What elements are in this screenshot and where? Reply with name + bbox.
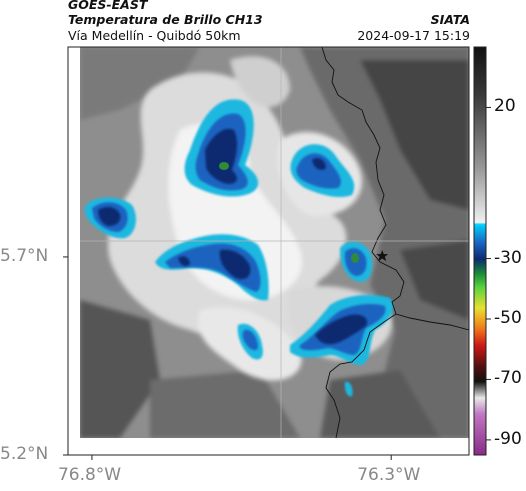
timestamp-label: 2024-09-17 15:19 (357, 28, 470, 43)
department-border (321, 47, 469, 331)
axis-tick-marks (63, 256, 392, 460)
cold-core-green (219, 162, 229, 170)
cold-cloud-navy (98, 128, 368, 345)
star-icon (376, 250, 389, 262)
agency-label: SIATA (430, 12, 470, 27)
colorbar-tick-minus30: -30 (494, 247, 522, 268)
product-title: Temperatura de Brillo CH13 (68, 12, 263, 27)
satellite-source: GOES-EAST (68, 0, 148, 12)
warm-surface-regions (80, 47, 469, 438)
y-tick-label-5.2: 5.2°N (0, 444, 49, 464)
y-tick-label-5.7: 5.7°N (0, 245, 49, 266)
x-tick-label-76.8: 76.8°W (57, 465, 122, 485)
colorbar-tick-marks (486, 106, 491, 441)
map-frame (67, 46, 470, 456)
colorbar-tick-minus90: -90 (494, 428, 522, 449)
colorbar-tick-minus70: -70 (494, 368, 522, 389)
colorbar-scale (473, 46, 487, 456)
municipal-border (325, 313, 397, 438)
colorbar-tick-20: 20 (494, 96, 516, 117)
region-label: Vía Medellín - Quibdó 50km (68, 28, 241, 43)
cold-core-green-east (351, 253, 359, 263)
x-tick-label-76.3: 76.3°W (357, 465, 421, 485)
colorbar-tick-minus50: -50 (494, 308, 522, 328)
